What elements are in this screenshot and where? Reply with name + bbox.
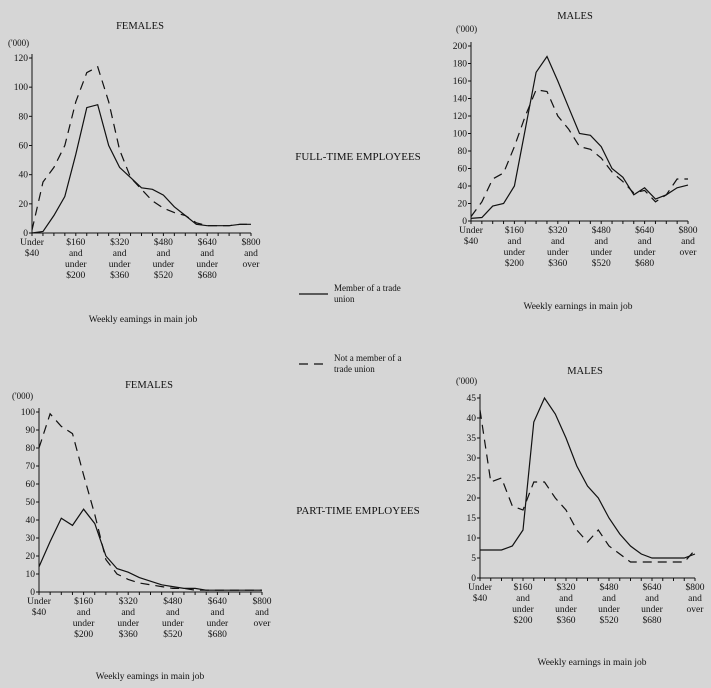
y-tick-label: 10 bbox=[26, 570, 36, 580]
full-time-label: FULL-TIME EMPLOYEES bbox=[295, 151, 421, 163]
y-tick-label: 40 bbox=[467, 414, 477, 424]
y-tick-label: 20 bbox=[467, 494, 477, 504]
chart-ft_females: FEMALES ('000) 0 20 40 60 80 100 120 Under $40 $160… bbox=[8, 21, 261, 325]
y-tick-label: 50 bbox=[26, 498, 36, 508]
x-tick-label: $800 and over bbox=[679, 225, 698, 258]
y-tick-label: 160 bbox=[453, 77, 468, 87]
y-tick-label: 40 bbox=[26, 516, 36, 526]
y-unit-label: ('000) bbox=[8, 38, 29, 48]
y-tick-label: 60 bbox=[19, 142, 29, 152]
y-unit-label: ('000) bbox=[456, 376, 477, 386]
chart-title: FEMALES bbox=[116, 21, 164, 32]
series-line-member bbox=[480, 396, 696, 559]
y-tick-label: 5 bbox=[471, 554, 476, 564]
x-tick-label: $480 and under $520 bbox=[598, 582, 620, 626]
y-unit-label: ('000) bbox=[12, 391, 33, 401]
x-axis-title: Weekly earnings in main job bbox=[538, 658, 647, 668]
y-tick-label: 0 bbox=[30, 588, 35, 598]
x-tick-label: Under $40 bbox=[27, 597, 52, 618]
y-tick-label: 0 bbox=[471, 574, 476, 584]
x-tick-label: Under $40 bbox=[468, 583, 493, 604]
y-tick-label: 80 bbox=[19, 112, 29, 122]
y-tick-label: 200 bbox=[453, 42, 468, 52]
x-tick-label: $320 and under $360 bbox=[109, 237, 131, 281]
y-tick-label: 90 bbox=[26, 426, 36, 436]
x-tick-label: $480 and under $520 bbox=[153, 237, 175, 281]
x-tick-label: $320 and under $360 bbox=[555, 582, 577, 626]
part-time-label: PART-TIME EMPLOYEES bbox=[296, 505, 420, 517]
x-tick-label: $160 and under $200 bbox=[65, 237, 87, 281]
y-tick-label: 80 bbox=[26, 444, 36, 454]
y-tick-label: 100 bbox=[21, 408, 36, 418]
y-tick-label: 45 bbox=[467, 394, 477, 404]
series-line-non-member bbox=[479, 409, 696, 563]
chart-title: MALES bbox=[567, 366, 603, 377]
series-line-non-member bbox=[470, 89, 688, 217]
y-tick-label: 40 bbox=[19, 171, 29, 181]
series-line-non-member bbox=[31, 65, 251, 231]
y-tick-label: 120 bbox=[14, 54, 29, 64]
series-line-non-member bbox=[38, 412, 262, 591]
y-tick-label: 120 bbox=[453, 112, 468, 122]
legend-non-member-line1: Not a member of a bbox=[334, 353, 401, 363]
x-tick-label: $320 and under $360 bbox=[547, 225, 569, 269]
y-tick-label: 15 bbox=[467, 514, 477, 524]
y-tick-label: 100 bbox=[453, 130, 468, 140]
x-tick-label: $480 and under $520 bbox=[162, 596, 184, 640]
x-tick-label: $800 and over bbox=[253, 596, 272, 629]
x-axis-title: Weekly earnings in main job bbox=[524, 302, 633, 312]
y-tick-label: 30 bbox=[26, 534, 36, 544]
y-tick-label: 20 bbox=[26, 552, 36, 562]
x-tick-label: $160 and under $200 bbox=[504, 225, 526, 269]
x-tick-label: Under $40 bbox=[20, 238, 45, 259]
y-tick-label: 20 bbox=[19, 200, 29, 210]
chart-pt_females: FEMALES ('000) 0 10 20 30 40 50 60 70 80 90 100 Under… bbox=[12, 380, 272, 682]
middle-labels: FULL-TIME EMPLOYEES PART-TIME EMPLOYEES … bbox=[295, 151, 421, 517]
x-tick-label: $800 and over bbox=[242, 237, 261, 270]
x-tick-label: $800 and over bbox=[686, 582, 705, 615]
y-tick-label: 35 bbox=[467, 434, 477, 444]
y-tick-label: 25 bbox=[467, 474, 477, 484]
legend-non-member-line2: trade union bbox=[334, 364, 375, 374]
x-axis-title: Weekly eamings in main job bbox=[89, 315, 198, 325]
legend: Member of a trade union Not a member of … bbox=[299, 283, 401, 374]
series-line-member bbox=[470, 55, 689, 219]
y-tick-label: 100 bbox=[14, 83, 29, 93]
y-tick-label: 20 bbox=[458, 200, 468, 210]
x-tick-label: $160 and under $200 bbox=[512, 582, 534, 626]
y-unit-label: ('000) bbox=[456, 24, 477, 34]
chart-title: MALES bbox=[557, 11, 593, 22]
chart-title: FEMALES bbox=[125, 380, 173, 391]
x-tick-label: $480 and under $520 bbox=[590, 225, 612, 269]
y-tick-label: 70 bbox=[26, 462, 36, 472]
x-tick-label: $640 and under $680 bbox=[634, 225, 656, 269]
x-tick-label: $160 and under $200 bbox=[73, 596, 95, 640]
series-line-member bbox=[31, 103, 251, 234]
y-tick-label: 0 bbox=[462, 217, 467, 227]
y-tick-label: 80 bbox=[458, 147, 468, 157]
y-tick-label: 60 bbox=[458, 165, 468, 175]
y-tick-label: 40 bbox=[458, 182, 468, 192]
x-tick-label: Under $40 bbox=[459, 226, 484, 247]
y-tick-label: 180 bbox=[453, 60, 468, 70]
y-tick-label: 60 bbox=[26, 480, 36, 490]
chart-pt_males: MALES ('000) 0 5 10 15 20 25 30 35 40 45 Under $40 $16… bbox=[456, 366, 705, 668]
y-tick-label: 10 bbox=[467, 534, 477, 544]
x-axis-title: Weekly eamings in main job bbox=[96, 672, 205, 682]
x-tick-label: $640 and under $680 bbox=[207, 596, 229, 640]
x-tick-label: $320 and under $360 bbox=[117, 596, 139, 640]
y-tick-label: 30 bbox=[467, 454, 477, 464]
legend-member-line2: union bbox=[334, 294, 355, 304]
y-tick-label: 0 bbox=[23, 229, 28, 239]
x-tick-label: $640 and under $680 bbox=[641, 582, 663, 626]
y-tick-label: 140 bbox=[453, 95, 468, 105]
legend-member-line1: Member of a trade bbox=[334, 283, 401, 293]
x-tick-label: $640 and under $680 bbox=[196, 237, 218, 281]
chart-ft_males: MALES ('000) 0 20 40 60 80 100 120 140 160 180 200 Un… bbox=[453, 11, 698, 312]
series-line-member bbox=[38, 508, 262, 591]
